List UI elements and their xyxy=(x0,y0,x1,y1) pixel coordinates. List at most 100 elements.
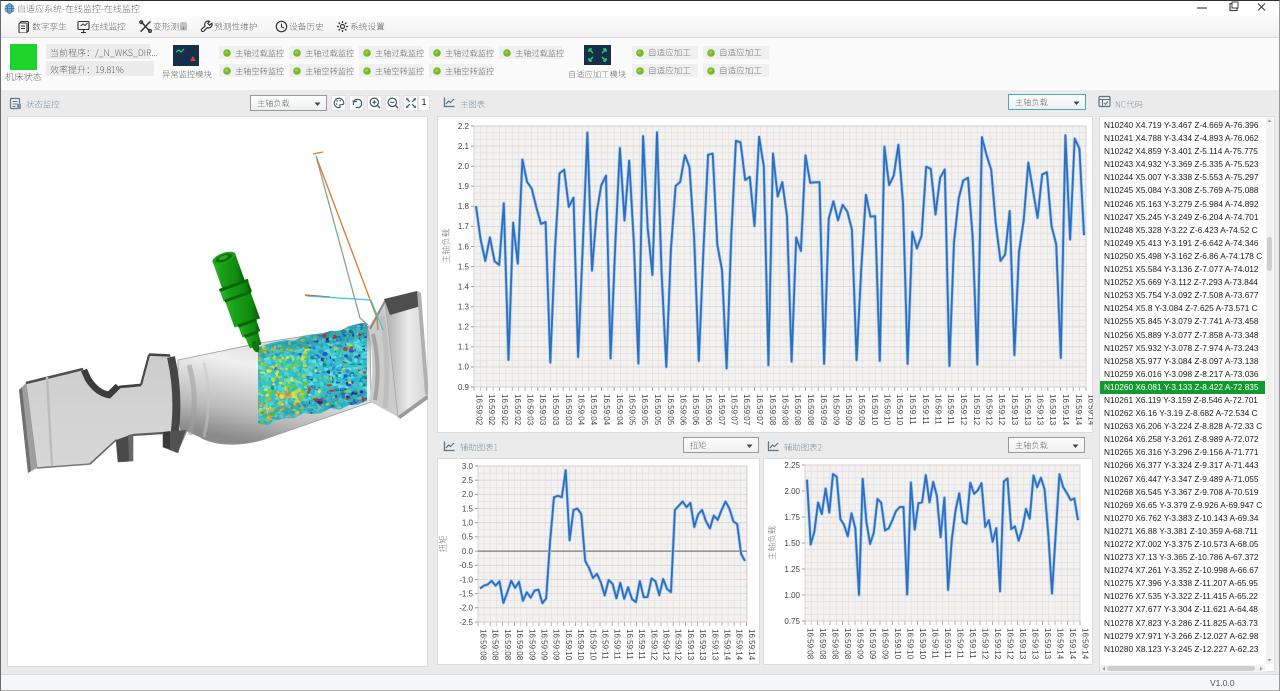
svg-text:16:59:05: 16:59:05 xyxy=(628,394,637,426)
svg-text:16:59:10: 16:59:10 xyxy=(893,628,902,660)
svg-text:16:59:13: 16:59:13 xyxy=(698,629,707,661)
svg-text:16:59:02: 16:59:02 xyxy=(475,394,484,426)
svg-text:16:59:12: 16:59:12 xyxy=(674,629,683,661)
svg-text:16:59:09: 16:59:09 xyxy=(832,394,841,426)
svg-text:16:59:13: 16:59:13 xyxy=(686,629,695,661)
svg-text:16:59:13: 16:59:13 xyxy=(1036,394,1045,426)
svg-text:16:59:08: 16:59:08 xyxy=(831,628,840,660)
svg-text:16:59:14: 16:59:14 xyxy=(747,629,756,661)
svg-text:1.3: 1.3 xyxy=(458,303,470,312)
svg-text:16:59:11: 16:59:11 xyxy=(943,628,952,659)
svg-text:16:59:08: 16:59:08 xyxy=(515,629,524,661)
svg-text:16:59:14: 16:59:14 xyxy=(1087,394,1094,426)
svg-text:1.0: 1.0 xyxy=(462,519,474,528)
svg-text:16:59:08: 16:59:08 xyxy=(479,629,488,661)
svg-text:16:59:06: 16:59:06 xyxy=(691,394,700,426)
svg-text:16:59:13: 16:59:13 xyxy=(1023,394,1032,426)
svg-text:16:59:10: 16:59:10 xyxy=(564,629,573,661)
svg-text:16:59:12: 16:59:12 xyxy=(993,628,1002,660)
svg-text:16:59:09: 16:59:09 xyxy=(856,628,865,660)
svg-text:16:59:09: 16:59:09 xyxy=(844,394,853,426)
svg-text:3.0: 3.0 xyxy=(462,462,474,471)
svg-text:16:59:11: 16:59:11 xyxy=(956,628,965,659)
svg-text:16:59:14: 16:59:14 xyxy=(1081,628,1090,660)
svg-text:1.4: 1.4 xyxy=(458,282,470,291)
svg-text:16:59:12: 16:59:12 xyxy=(972,394,981,426)
svg-text:1.9: 1.9 xyxy=(458,182,470,191)
svg-text:16:59:13: 16:59:13 xyxy=(1031,628,1040,660)
svg-text:16:59:11: 16:59:11 xyxy=(613,629,622,660)
svg-text:16:59:11: 16:59:11 xyxy=(908,394,917,425)
svg-text:1.25: 1.25 xyxy=(784,565,800,574)
svg-text:2.2: 2.2 xyxy=(458,122,470,131)
svg-text:16:59:14: 16:59:14 xyxy=(1068,628,1077,660)
svg-text:16:59:10: 16:59:10 xyxy=(883,394,892,426)
svg-text:1.5: 1.5 xyxy=(458,262,470,271)
svg-text:2.25: 2.25 xyxy=(784,461,800,470)
svg-text:16:59:11: 16:59:11 xyxy=(934,394,943,425)
svg-text:16:59:14: 16:59:14 xyxy=(1056,628,1065,660)
svg-text:2.00: 2.00 xyxy=(784,487,800,496)
svg-text:16:59:10: 16:59:10 xyxy=(588,629,597,661)
svg-text:16:59:02: 16:59:02 xyxy=(500,394,509,426)
svg-text:16:59:08: 16:59:08 xyxy=(843,628,852,660)
svg-text:1.75: 1.75 xyxy=(784,513,800,522)
svg-text:-2.0: -2.0 xyxy=(459,604,473,613)
svg-text:16:59:03: 16:59:03 xyxy=(564,394,573,426)
svg-text:1.2: 1.2 xyxy=(458,323,470,332)
svg-text:2.0: 2.0 xyxy=(462,490,474,499)
svg-text:16:59:11: 16:59:11 xyxy=(921,394,930,425)
svg-text:16:59:13: 16:59:13 xyxy=(1018,628,1027,660)
svg-text:-1.0: -1.0 xyxy=(459,575,473,584)
svg-text:1.8: 1.8 xyxy=(458,202,470,211)
svg-text:16:59:06: 16:59:06 xyxy=(704,394,713,426)
svg-text:16:59:12: 16:59:12 xyxy=(997,394,1006,426)
svg-text:16:59:08: 16:59:08 xyxy=(768,394,777,426)
svg-text:16:59:04: 16:59:04 xyxy=(602,394,611,426)
svg-text:2.1: 2.1 xyxy=(458,142,470,151)
svg-text:16:59:02: 16:59:02 xyxy=(513,394,522,426)
svg-text:16:59:08: 16:59:08 xyxy=(503,629,512,661)
svg-text:1.5: 1.5 xyxy=(462,504,474,513)
svg-text:16:59:10: 16:59:10 xyxy=(895,394,904,426)
svg-text:16:59:12: 16:59:12 xyxy=(1006,628,1015,660)
svg-text:16:59:07: 16:59:07 xyxy=(730,394,739,426)
svg-text:16:59:09: 16:59:09 xyxy=(857,394,866,426)
svg-text:16:59:09: 16:59:09 xyxy=(527,629,536,661)
svg-text:16:59:08: 16:59:08 xyxy=(806,394,815,426)
svg-text:16:59:08: 16:59:08 xyxy=(781,394,790,426)
svg-text:16:59:09: 16:59:09 xyxy=(868,628,877,660)
svg-text:16:59:09: 16:59:09 xyxy=(881,628,890,660)
svg-text:0.0: 0.0 xyxy=(462,547,474,556)
svg-text:16:59:08: 16:59:08 xyxy=(806,628,815,660)
svg-text:16:59:05: 16:59:05 xyxy=(666,394,675,426)
svg-text:16:59:03: 16:59:03 xyxy=(526,394,535,426)
svg-text:16:59:06: 16:59:06 xyxy=(679,394,688,426)
svg-text:16:59:10: 16:59:10 xyxy=(870,394,879,426)
svg-text:16:59:13: 16:59:13 xyxy=(1010,394,1019,426)
svg-text:1.1: 1.1 xyxy=(458,343,470,352)
svg-text:16:59:12: 16:59:12 xyxy=(959,394,968,426)
svg-text:16:59:04: 16:59:04 xyxy=(615,394,624,426)
svg-text:16:59:12: 16:59:12 xyxy=(649,629,658,661)
svg-text:16:59:11: 16:59:11 xyxy=(931,628,940,659)
svg-text:16:59:10: 16:59:10 xyxy=(906,628,915,660)
svg-text:16:59:14: 16:59:14 xyxy=(723,629,732,661)
svg-text:16:59:09: 16:59:09 xyxy=(540,629,549,661)
svg-text:1.0: 1.0 xyxy=(458,363,470,372)
svg-text:0.5: 0.5 xyxy=(462,533,474,542)
svg-text:0.9: 0.9 xyxy=(458,383,470,392)
svg-text:16:59:04: 16:59:04 xyxy=(577,394,586,426)
svg-text:16:59:08: 16:59:08 xyxy=(818,628,827,660)
svg-text:1.00: 1.00 xyxy=(784,591,800,600)
svg-text:16:59:11: 16:59:11 xyxy=(625,629,634,660)
svg-text:16:59:12: 16:59:12 xyxy=(985,394,994,426)
svg-text:-0.5: -0.5 xyxy=(459,561,473,570)
svg-text:16:59:12: 16:59:12 xyxy=(981,628,990,660)
svg-text:16:59:14: 16:59:14 xyxy=(1061,394,1070,426)
svg-text:2.0: 2.0 xyxy=(458,162,470,171)
svg-text:16:59:09: 16:59:09 xyxy=(819,394,828,426)
svg-text:16:59:08: 16:59:08 xyxy=(793,394,802,426)
svg-text:16:59:13: 16:59:13 xyxy=(1048,394,1057,426)
svg-text:16:59:11: 16:59:11 xyxy=(946,394,955,425)
